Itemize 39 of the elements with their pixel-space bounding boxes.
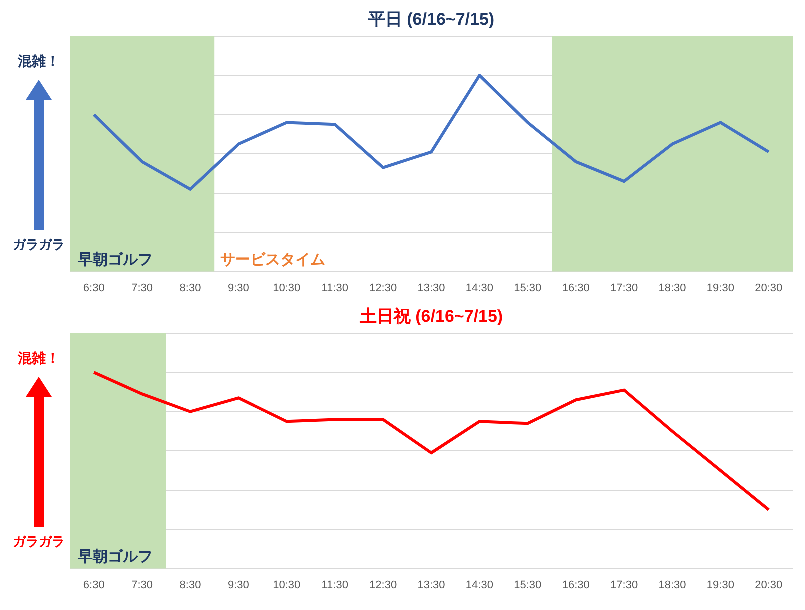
x-tick-label: 18:30 [658, 282, 686, 294]
text: ガラガラ [12, 533, 66, 551]
x-tick-label: 20:30 [755, 579, 783, 592]
x-tick-label: 8:30 [180, 579, 202, 592]
x-tick-label: 16:30 [562, 579, 590, 592]
x-tick-label: 7:30 [132, 282, 154, 294]
x-tick-label: 19:30 [706, 282, 734, 294]
x-tick-label: 9:30 [228, 579, 250, 592]
x-tick-label: 12:30 [370, 282, 398, 294]
x-tick-label: 13:30 [418, 579, 446, 592]
text: 混雑！ [17, 53, 61, 71]
text: ガラガラ [12, 236, 66, 254]
x-tick-label: 15:30 [514, 579, 542, 592]
annotation: サービスタイム [220, 251, 326, 268]
x-tick-label: 17:30 [610, 579, 638, 592]
x-tick-label: 10:30 [273, 282, 301, 294]
x-tick-label: 14:30 [466, 579, 494, 592]
x-tick-label: 12:30 [370, 579, 398, 592]
x-tick-label: 8:30 [180, 282, 202, 294]
text: 混雑！ [17, 350, 61, 368]
x-tick-label: 7:30 [132, 579, 154, 592]
x-tick-label: 6:30 [83, 579, 105, 592]
band-label: 早朝ゴルフ [77, 548, 153, 566]
x-tick-label: 9:30 [228, 282, 250, 294]
x-tick-label: 11:30 [322, 579, 348, 592]
x-tick-label: 16:30 [562, 282, 590, 294]
x-tick-label: 15:30 [514, 282, 542, 294]
x-tick-label: 17:30 [610, 282, 638, 294]
chart-title: 平日 (6/16~7/15) [367, 10, 495, 29]
x-tick-label: 14:30 [466, 282, 494, 294]
x-tick-label: 13:30 [418, 282, 446, 294]
x-tick-label: 11:30 [322, 282, 348, 294]
x-tick-label: 20:30 [755, 282, 783, 294]
x-tick-label: 6:30 [83, 282, 105, 294]
band-label: 早朝ゴルフ [77, 251, 153, 268]
x-tick-label: 18:30 [658, 579, 686, 592]
x-tick-label: 10:30 [273, 579, 301, 592]
x-tick-label: 19:30 [706, 579, 734, 592]
chart-title: 土日祝 (6/16~7/15) [358, 306, 504, 326]
